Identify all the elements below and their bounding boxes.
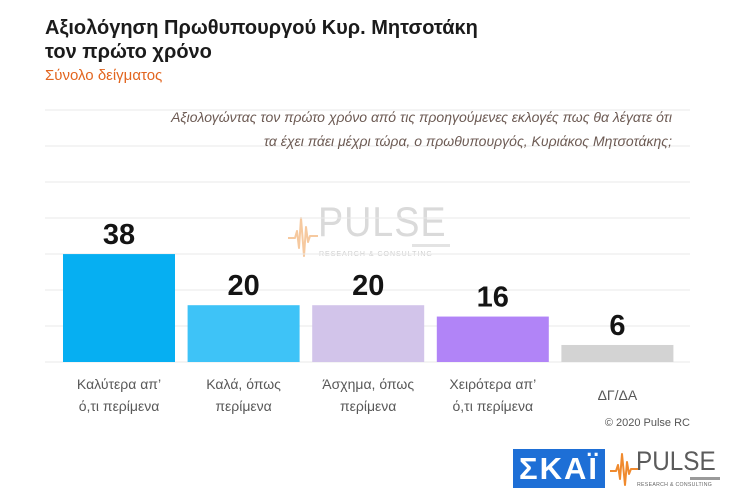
pulse-waveform-icon [610,453,638,486]
bar-good-as-expected [187,305,300,362]
bar-chart: 38 20 20 16 6 [45,109,690,363]
bar-worse-than-expected [436,316,549,362]
survey-question-line-2: τα έχει πάει μέχρι τώρα, ο πρωθυπουργός,… [263,133,672,149]
bar-bad-as-expected [312,305,425,362]
survey-question: Αξιολογώντας τον πρώτο χρόνο από τις προ… [171,105,672,153]
watermark-bar [412,244,450,247]
chart-subtitle: Σύνολο δείγματος [45,67,163,84]
category-label-bad-as-expected: Άσχημα, όπως περίμενα [322,376,415,414]
category-label-better-than-expected: Καλύτερα απ’ ό,τι περίμενα [76,376,162,414]
category-label-good-as-expected: Καλά, όπως περίμενα [206,376,281,414]
chart-title: Αξιολόγηση Πρωθυπουργού Κυρ. Μητσοτάκη τ… [45,16,478,64]
pulse-wordmark: PULSE [636,446,716,476]
value-label-better-than-expected: 38 [103,219,135,251]
pulse-tagline: RESEARCH & CONSULTING [637,482,713,488]
survey-question-line-1: Αξιολογώντας τον πρώτο χρόνο από τις προ… [171,109,672,125]
bar-better-than-expected [63,254,175,362]
chart-title-line-1: Αξιολόγηση Πρωθυπουργού Κυρ. Μητσοτάκη [45,17,478,39]
category-label-worse-than-expected: Χειρότερα απ’ ό,τι περίμενα [449,376,537,414]
skai-logo: ΣΚΑΪ [513,449,605,488]
chart-title-line-2: τον πρώτο χρόνο [45,41,212,63]
pulse-logo: PULSE RESEARCH & CONSULTING [610,446,725,490]
pulse-logo-bar [690,477,720,480]
watermark-wordmark: PULSE [318,198,447,245]
copyright-note: © 2020 Pulse RC [604,417,690,429]
category-label-dont-know: ΔΓ/ΔΑ [597,387,638,403]
bar-dont-know [561,344,674,362]
value-label-worse-than-expected: 16 [477,282,509,314]
value-label-dont-know: 6 [609,310,625,342]
value-label-good-as-expected: 20 [227,270,259,302]
pulse-waveform-icon [288,217,318,257]
value-label-bad-as-expected: 20 [352,270,384,302]
